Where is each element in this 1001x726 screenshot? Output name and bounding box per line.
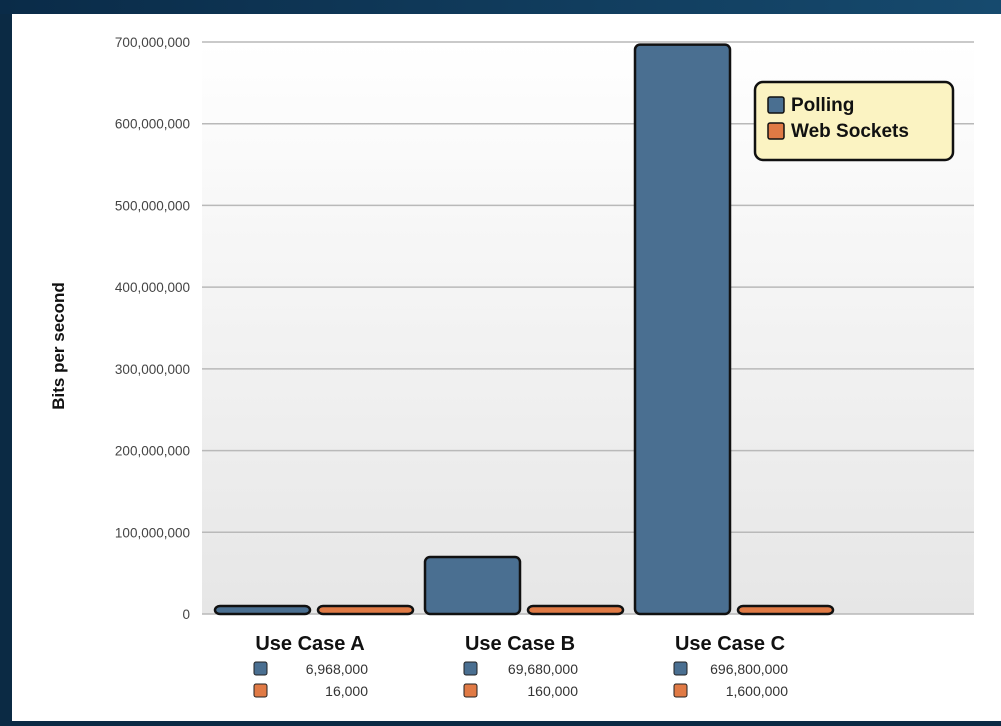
data-label: 160,000 [527, 683, 578, 699]
chart-panel: 0 100,000,000 200,000,000 300,000,000 400,00… [12, 14, 1001, 721]
data-label: 696,800,000 [710, 661, 788, 677]
category-label: Use Case B [465, 633, 575, 655]
value-swatch-web-sockets [253, 683, 268, 698]
category-label: Use Case A [255, 633, 364, 655]
value-swatch-polling [253, 661, 268, 676]
data-label: 69,680,000 [508, 661, 578, 677]
legend-swatch [767, 96, 785, 114]
value-swatch-web-sockets [463, 683, 478, 698]
bar-web-sockets-1 [316, 604, 415, 616]
y-axis-tick-labels: 0 100,000,000 200,000,000 300,000,000 400,00… [115, 35, 190, 622]
bar-polling-2 [423, 555, 522, 616]
bar-polling-3 [633, 43, 732, 616]
data-label: 6,968,000 [306, 661, 368, 677]
y-tick-label: 0 [182, 607, 190, 622]
bar-web-sockets-2 [526, 604, 625, 616]
bars [213, 43, 835, 616]
y-tick-label: 600,000,000 [115, 117, 190, 132]
value-swatch-web-sockets [673, 683, 688, 698]
y-tick-label: 700,000,000 [115, 35, 190, 50]
y-axis-label: Bits per second [49, 282, 68, 410]
data-label: 1,600,000 [726, 683, 788, 699]
value-swatch-polling [673, 661, 688, 676]
y-tick-label: 100,000,000 [115, 525, 190, 540]
value-swatch-polling [463, 661, 478, 676]
y-tick-label: 200,000,000 [115, 444, 190, 459]
legend-box [753, 80, 955, 162]
bar-polling-1 [213, 604, 312, 616]
y-tick-label: 500,000,000 [115, 198, 190, 213]
legend: Polling Web Sockets [753, 80, 955, 162]
category-labels: Use Case A 6,968,000 16,000 Use Case B 69,68… [253, 633, 788, 699]
y-tick-label: 300,000,000 [115, 362, 190, 377]
y-tick-label: 400,000,000 [115, 280, 190, 295]
legend-swatch [767, 122, 785, 140]
bar-chart: 0 100,000,000 200,000,000 300,000,000 400,00… [49, 35, 974, 699]
slide-background-band [0, 0, 1001, 14]
data-label: 16,000 [325, 683, 368, 699]
legend-label: Polling [791, 95, 854, 116]
bar-web-sockets-3 [736, 604, 835, 616]
legend-label: Web Sockets [791, 121, 909, 142]
category-label: Use Case C [675, 633, 785, 655]
